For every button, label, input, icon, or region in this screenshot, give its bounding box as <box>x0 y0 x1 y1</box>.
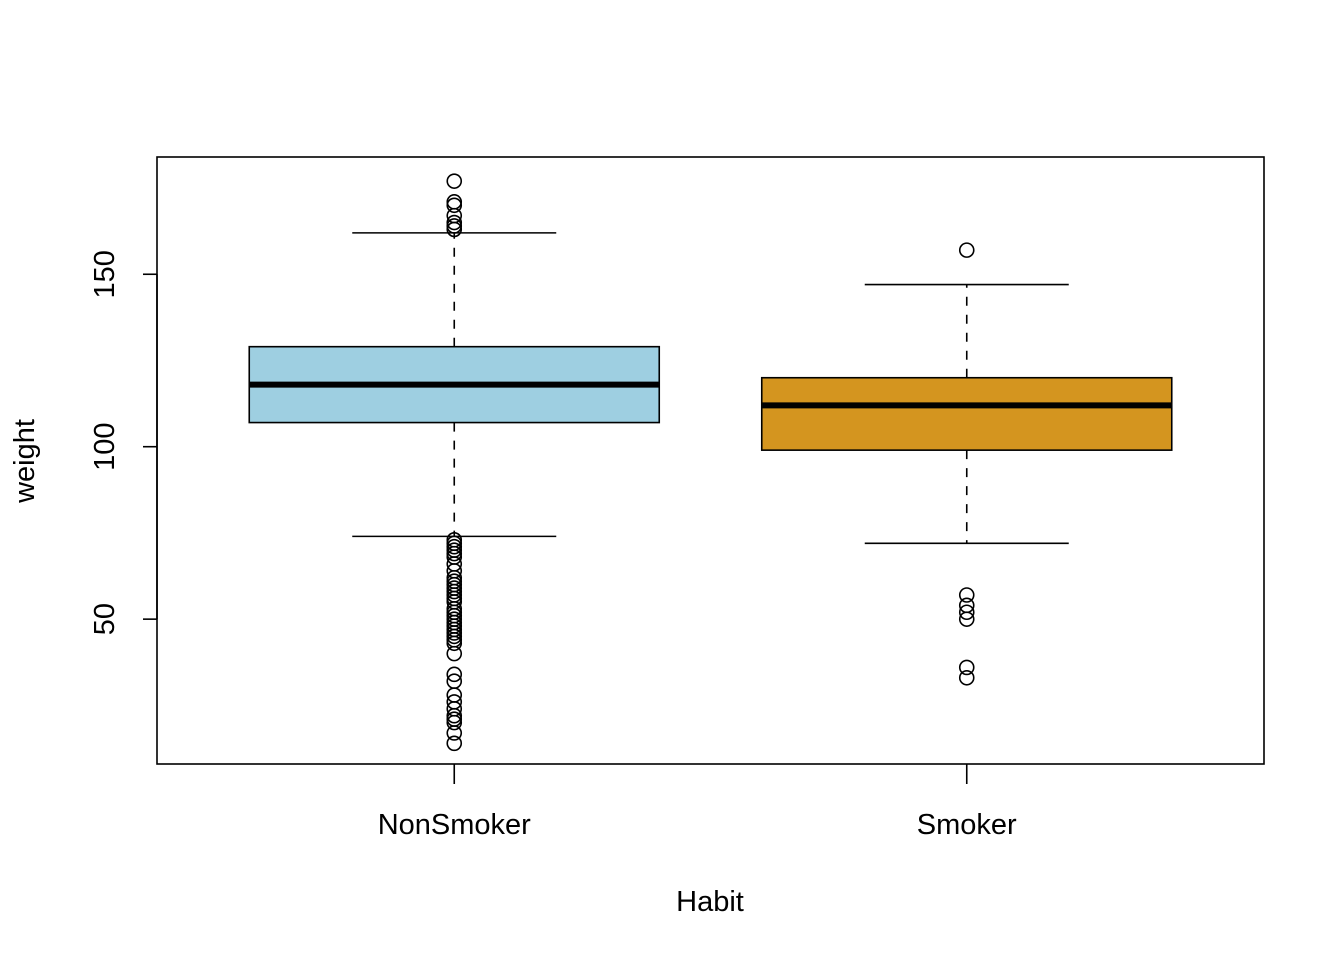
outlier-point <box>446 197 463 214</box>
plot-frame <box>156 156 1265 765</box>
x-axis: NonSmoker Smoker <box>378 764 1017 841</box>
outlier-point <box>446 214 463 231</box>
outlier-point <box>446 707 463 724</box>
y-tick-label: 150 <box>89 250 121 298</box>
y-tick-label: 50 <box>89 603 121 635</box>
outlier-point <box>446 666 463 683</box>
x-tick-label: NonSmoker <box>378 809 531 841</box>
outlier-point <box>446 714 463 731</box>
outlier-point <box>446 645 463 662</box>
outlier-point <box>446 711 463 727</box>
outlier-point <box>446 583 463 600</box>
outlier-point <box>958 669 975 686</box>
outlier-point <box>958 242 975 258</box>
outlier-point <box>958 659 975 676</box>
outlier-point <box>958 604 975 621</box>
outlier-point <box>958 611 975 627</box>
outlier-point <box>446 735 463 752</box>
y-axis-label: weight <box>9 419 41 504</box>
box-nonsmoker <box>248 173 661 752</box>
outlier-point <box>446 725 463 741</box>
y-axis: 50 100 150 <box>89 250 158 635</box>
outlier-point <box>446 635 463 652</box>
x-tick-label: Smoker <box>917 809 1017 841</box>
outlier-point <box>446 194 463 210</box>
y-tick-label: 100 <box>89 423 121 471</box>
outlier-point <box>446 625 463 641</box>
outlier-point <box>446 628 463 645</box>
box-smoker <box>760 242 1173 686</box>
outlier-point <box>446 545 463 562</box>
outlier-point <box>446 538 463 555</box>
outlier-point <box>958 587 975 603</box>
outlier-point <box>446 221 463 238</box>
outlier-point <box>446 218 463 234</box>
box-iqr <box>760 376 1173 451</box>
boxes <box>248 173 1173 752</box>
outlier-point <box>446 173 463 189</box>
x-axis-label: Habit <box>676 886 744 918</box>
